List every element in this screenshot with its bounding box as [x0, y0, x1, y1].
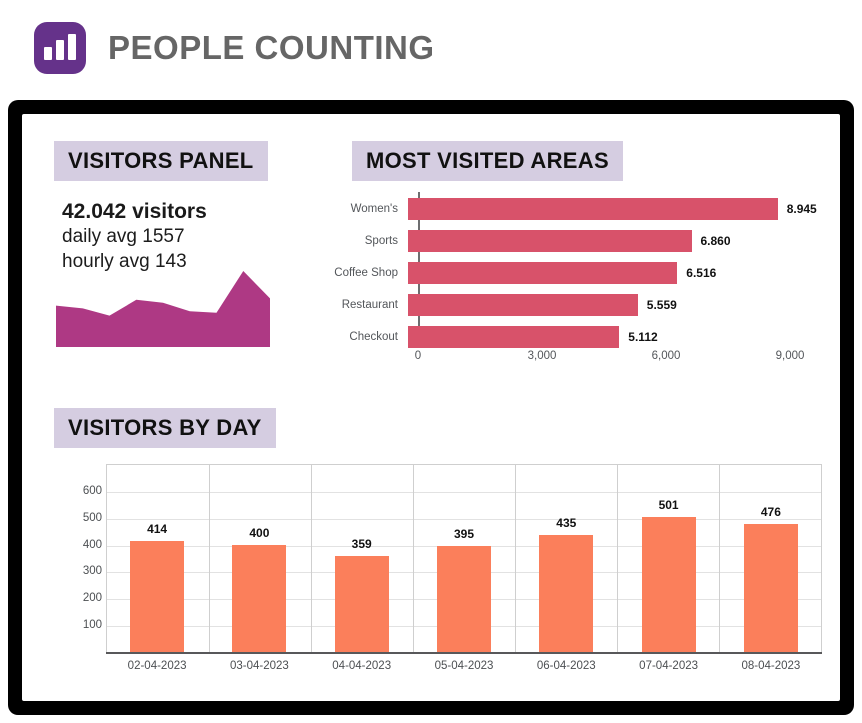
hbar-fill [408, 198, 778, 220]
vbar-x-tick-label: 05-04-2023 [434, 660, 494, 672]
hbar-tick-label: 6,000 [651, 350, 681, 362]
hbar-track: 5.559 [408, 294, 677, 316]
vbar-fill [130, 540, 185, 652]
visitors-daily-avg: daily avg 1557 [62, 226, 185, 248]
vbar-y-tick-label: 400 [82, 538, 102, 551]
hbar-track: 5.112 [408, 326, 658, 348]
vbar-y-tick-label: 200 [82, 592, 102, 605]
vbar-x-tick-label: 04-04-2023 [332, 660, 392, 672]
vbar-y-axis-labels: 100 200 300 400 500 600 [54, 464, 102, 652]
hbar-category-label: Checkout [349, 331, 398, 343]
hbar-value-label: 8.945 [786, 202, 817, 216]
vbar-x-tick-label: 07-04-2023 [639, 660, 699, 672]
hbar-fill [408, 326, 620, 348]
gridline-vertical [310, 465, 312, 652]
most-visited-areas-chart: 0 3,000 6,000 9,000 Women's 8.945 Sports 6.860… [322, 192, 840, 372]
dashboard-card-frame: VISITORS PANEL 42.042 visitors daily avg… [8, 100, 854, 715]
gridline-horizontal [107, 491, 821, 493]
gridline-vertical [515, 465, 516, 652]
hbar-row: Women's 8.945 [322, 198, 817, 220]
hbar-row: Coffee Shop 6.516 [322, 262, 716, 284]
hbar-value-label: 5.559 [646, 298, 677, 312]
gridline-vertical [209, 465, 210, 652]
visitors-panel-title: VISITORS PANEL [54, 141, 268, 181]
vbar-column: 395 [436, 464, 492, 652]
hbar-track: 6.860 [408, 230, 731, 252]
vbar-x-tick-label: 02-04-2023 [127, 660, 187, 672]
vbar-y-tick-label: 300 [82, 565, 102, 578]
app-header: PEOPLE COUNTING [34, 22, 435, 74]
vbar-column: 476 [743, 464, 798, 652]
dashboard-card: VISITORS PANEL 42.042 visitors daily avg… [22, 114, 840, 701]
hbar-value-label: 6.516 [686, 266, 717, 280]
vbar-x-tick-label: 08-04-2023 [741, 660, 801, 672]
vbar-fill [232, 544, 287, 652]
hbar-tick-label: 0 [414, 350, 422, 362]
vbar-fill [743, 524, 798, 652]
vbar-fill [539, 535, 594, 652]
vbar-value-label: 400 [249, 525, 270, 540]
visitors-by-day-chart: 100 200 300 400 500 600 414 02-04-2023 400 03-04… [54, 464, 826, 689]
vbar-y-tick-label: 100 [82, 619, 102, 632]
hbar-fill [408, 230, 692, 252]
vbar-column: 414 [130, 464, 185, 652]
vbar-value-label: 476 [760, 505, 781, 520]
hbar-track: 6.516 [408, 262, 716, 284]
vbar-baseline [106, 652, 822, 654]
hbar-category-label: Sports [364, 235, 398, 247]
vbar-x-tick-label: 03-04-2023 [229, 660, 289, 672]
visitors-panel-stats: 42.042 visitors daily avg 1557 hourly av… [62, 199, 207, 275]
vbar-fill [334, 555, 389, 652]
vbar-column: 435 [539, 464, 594, 652]
gridline-horizontal [107, 518, 821, 520]
vbar-value-label: 414 [147, 521, 168, 536]
visitors-sparkline [56, 271, 270, 347]
vbar-column: 400 [232, 464, 287, 652]
hbar-tick-label: 3,000 [527, 350, 557, 362]
hbar-tick-labels: 0 3,000 6,000 9,000 [414, 346, 805, 368]
vbar-column: 501 [641, 464, 696, 652]
hbar-value-label: 6.860 [700, 234, 731, 248]
hbar-row: Checkout 5.112 [322, 326, 658, 348]
vbar-value-label: 501 [658, 498, 679, 513]
visitors-hourly-avg: hourly avg 143 [62, 250, 187, 272]
vbar-value-label: 435 [556, 516, 577, 531]
hbar-category-label: Coffee Shop [334, 267, 398, 279]
hbar-row: Sports 6.860 [322, 230, 731, 252]
vbar-value-label: 359 [351, 536, 372, 551]
most-visited-areas-title: MOST VISITED AREAS [352, 141, 623, 181]
visitors-total: 42.042 visitors [62, 200, 207, 223]
gridline-vertical [617, 465, 618, 652]
hbar-fill [408, 262, 678, 284]
hbar-fill [408, 294, 638, 316]
gridline-vertical [718, 465, 720, 652]
gridline-vertical [412, 465, 414, 652]
hbar-track: 8.945 [408, 198, 817, 220]
visitors-by-day-title: VISITORS BY DAY [54, 408, 276, 448]
hbar-category-label: Restaurant [341, 299, 398, 311]
hbar-category-label: Women's [350, 203, 398, 215]
vbar-y-tick-label: 500 [82, 511, 102, 524]
hbar-value-label: 5.112 [628, 330, 658, 344]
vbar-fill [436, 545, 492, 652]
bar-chart-icon [34, 22, 86, 74]
vbar-y-tick-label: 600 [82, 484, 102, 497]
hbar-row: Restaurant 5.559 [322, 294, 677, 316]
vbar-column: 359 [334, 464, 389, 652]
hbar-tick-label: 9,000 [775, 350, 805, 362]
vbar-fill [641, 517, 696, 652]
page-title: PEOPLE COUNTING [108, 29, 435, 66]
vbar-value-label: 395 [453, 526, 474, 541]
vbar-x-tick-label: 06-04-2023 [536, 660, 596, 672]
